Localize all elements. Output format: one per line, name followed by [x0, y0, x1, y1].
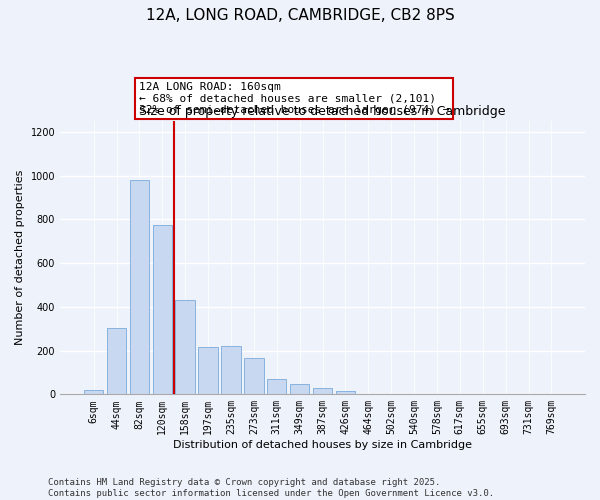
Bar [84, 390, 103, 394]
Bar [221, 346, 241, 395]
Bar [130, 180, 149, 394]
X-axis label: Distribution of detached houses by size in Cambridge: Distribution of detached houses by size … [173, 440, 472, 450]
Bar [267, 378, 286, 394]
Bar [313, 388, 332, 394]
Bar [152, 225, 172, 394]
Bar [175, 300, 195, 394]
Bar [335, 391, 355, 394]
Bar [244, 358, 263, 395]
Text: Contains HM Land Registry data © Crown copyright and database right 2025.
Contai: Contains HM Land Registry data © Crown c… [48, 478, 494, 498]
Title: Size of property relative to detached houses in Cambridge: Size of property relative to detached ho… [139, 106, 506, 118]
Bar [107, 328, 126, 394]
Text: 12A LONG ROAD: 160sqm
← 68% of detached houses are smaller (2,101)
32% of semi-d: 12A LONG ROAD: 160sqm ← 68% of detached … [139, 82, 449, 116]
Text: 12A, LONG ROAD, CAMBRIDGE, CB2 8PS: 12A, LONG ROAD, CAMBRIDGE, CB2 8PS [146, 8, 454, 22]
Bar [199, 348, 218, 395]
Y-axis label: Number of detached properties: Number of detached properties [15, 170, 25, 346]
Bar [290, 384, 310, 394]
